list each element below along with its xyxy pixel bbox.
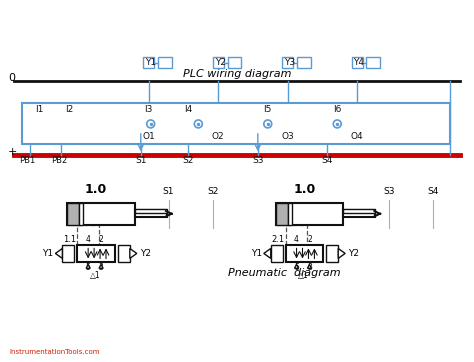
Text: Y2: Y2 (215, 58, 226, 67)
Circle shape (194, 120, 202, 128)
Bar (67, 203, 135, 225)
Text: Y4: Y4 (354, 58, 365, 67)
Bar (79, 203, 83, 225)
Text: PB1: PB1 (19, 156, 36, 165)
Text: 4: 4 (86, 235, 91, 244)
Bar (297, 58, 311, 68)
Text: Y2: Y2 (348, 249, 359, 258)
Text: I4: I4 (184, 105, 192, 114)
Bar (77, 244, 115, 262)
Text: O3: O3 (281, 132, 294, 141)
Text: 3: 3 (99, 264, 103, 272)
Polygon shape (55, 248, 63, 258)
Bar (326, 244, 338, 262)
Bar (286, 244, 323, 262)
Text: Y2: Y2 (140, 249, 151, 258)
Polygon shape (338, 248, 345, 258)
Text: 2: 2 (307, 235, 312, 244)
Text: Y1: Y1 (42, 249, 54, 258)
Bar (352, 58, 363, 68)
Text: Y1: Y1 (145, 58, 156, 67)
Polygon shape (99, 264, 103, 268)
Text: S2: S2 (208, 187, 219, 196)
Text: O2: O2 (212, 132, 225, 141)
Text: +: + (8, 147, 17, 157)
Text: I2: I2 (65, 105, 73, 114)
Text: 1.0: 1.0 (85, 183, 107, 196)
Text: 1.0: 1.0 (293, 183, 316, 196)
Circle shape (146, 120, 155, 128)
Bar (118, 244, 130, 262)
Polygon shape (308, 264, 311, 268)
Text: O1: O1 (142, 132, 155, 141)
Bar (67, 203, 79, 225)
Text: O4: O4 (351, 132, 364, 141)
Polygon shape (294, 264, 299, 268)
Text: PB2: PB2 (51, 156, 67, 165)
Bar (271, 244, 283, 262)
Text: 4: 4 (294, 235, 299, 244)
Bar (343, 209, 375, 213)
Text: S1: S1 (135, 156, 146, 165)
Text: S2: S2 (182, 156, 194, 165)
Text: I5: I5 (264, 105, 272, 114)
Bar (143, 58, 154, 68)
Text: S3: S3 (252, 156, 264, 165)
Bar (213, 58, 224, 68)
Bar (276, 203, 343, 225)
Polygon shape (86, 264, 90, 268)
Text: InstrumentationTools.com: InstrumentationTools.com (10, 349, 100, 355)
Bar (282, 58, 293, 68)
Bar (135, 210, 166, 217)
Text: S1: S1 (163, 187, 174, 196)
Text: △1: △1 (298, 271, 309, 280)
Text: Pneumatic  diagram: Pneumatic diagram (228, 268, 341, 278)
Text: Y1: Y1 (251, 249, 262, 258)
Text: 2.1: 2.1 (272, 235, 285, 244)
Bar (22, 102, 450, 144)
Polygon shape (264, 248, 271, 258)
Text: I1: I1 (36, 105, 44, 114)
Bar (228, 58, 241, 68)
Text: 5: 5 (294, 264, 299, 272)
Bar (343, 210, 375, 217)
Bar (288, 203, 292, 225)
Text: S4: S4 (428, 187, 439, 196)
Circle shape (333, 120, 341, 128)
Text: PLC wiring diagram: PLC wiring diagram (183, 69, 291, 79)
Text: 5: 5 (86, 264, 91, 272)
Text: I6: I6 (333, 105, 341, 114)
Text: S4: S4 (322, 156, 333, 165)
Text: 1.1: 1.1 (64, 235, 76, 244)
Text: S3: S3 (383, 187, 394, 196)
Text: I3: I3 (145, 105, 153, 114)
Bar (276, 203, 288, 225)
Bar (158, 58, 172, 68)
Text: 2: 2 (99, 235, 103, 244)
Text: △1: △1 (90, 271, 100, 280)
Text: 0: 0 (8, 73, 15, 83)
Text: Y3: Y3 (284, 58, 295, 67)
Polygon shape (130, 248, 137, 258)
Bar (63, 244, 74, 262)
Circle shape (264, 120, 272, 128)
Bar (135, 209, 166, 213)
Text: 3: 3 (307, 264, 312, 272)
Bar (366, 58, 381, 68)
